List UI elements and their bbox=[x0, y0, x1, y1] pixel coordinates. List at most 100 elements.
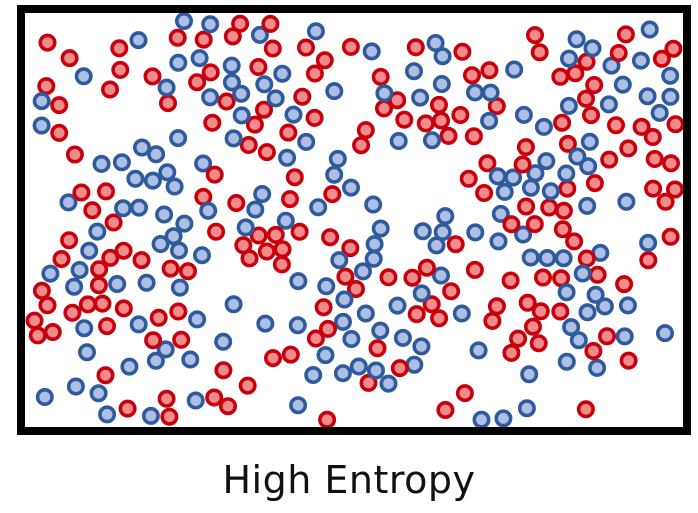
blue-particle bbox=[586, 285, 605, 304]
blue-particle bbox=[141, 406, 160, 425]
blue-particle bbox=[59, 193, 78, 212]
blue-particle bbox=[661, 66, 680, 85]
red-particle bbox=[305, 108, 324, 127]
red-particle bbox=[285, 168, 304, 187]
blue-particle bbox=[650, 103, 669, 122]
red-particle bbox=[50, 96, 69, 115]
red-particle bbox=[132, 251, 151, 270]
blue-particle bbox=[583, 39, 602, 58]
red-particle bbox=[558, 134, 577, 153]
red-particle bbox=[606, 116, 625, 135]
red-particle bbox=[554, 201, 573, 220]
blue-particle bbox=[155, 205, 174, 224]
blue-particle bbox=[427, 236, 446, 255]
red-particle bbox=[114, 241, 133, 260]
blue-particle bbox=[222, 56, 241, 75]
blue-particle bbox=[489, 232, 508, 251]
blue-particle bbox=[157, 78, 176, 97]
red-particle bbox=[25, 311, 44, 330]
blue-particle bbox=[505, 60, 524, 79]
red-particle bbox=[273, 240, 292, 259]
blue-particle bbox=[169, 53, 188, 72]
blue-particle bbox=[188, 310, 207, 329]
blue-particle bbox=[349, 357, 368, 376]
blue-particle bbox=[70, 260, 89, 279]
blue-particle bbox=[164, 227, 183, 246]
red-particle bbox=[96, 366, 115, 385]
red-particle bbox=[374, 99, 393, 118]
red-particle bbox=[231, 14, 250, 33]
blue-particle bbox=[422, 131, 441, 150]
red-particle bbox=[615, 275, 634, 294]
red-particle bbox=[245, 115, 264, 134]
blue-particle bbox=[488, 167, 507, 186]
red-particle bbox=[161, 259, 180, 278]
red-particle bbox=[553, 220, 572, 239]
red-particle bbox=[239, 136, 258, 155]
red-particle bbox=[379, 268, 398, 287]
blue-particle bbox=[562, 318, 581, 337]
red-particle bbox=[37, 77, 56, 96]
red-particle bbox=[436, 400, 455, 419]
red-particle bbox=[453, 42, 472, 61]
red-particle bbox=[264, 349, 283, 368]
blue-particle bbox=[289, 396, 308, 415]
red-particle bbox=[238, 376, 257, 395]
blue-particle bbox=[276, 211, 295, 230]
blue-particle bbox=[371, 321, 390, 340]
red-particle bbox=[600, 150, 619, 169]
red-particle bbox=[169, 302, 188, 321]
blue-particle bbox=[328, 149, 347, 168]
blue-particle bbox=[169, 129, 188, 148]
red-particle bbox=[395, 110, 414, 129]
red-particle bbox=[597, 327, 616, 346]
red-particle bbox=[60, 49, 79, 68]
red-particle bbox=[281, 345, 300, 364]
blue-particle bbox=[568, 147, 587, 166]
blue-particle bbox=[214, 332, 233, 351]
blue-particle bbox=[80, 241, 99, 260]
particle-container bbox=[17, 5, 691, 435]
blue-particle bbox=[412, 284, 431, 303]
red-particle bbox=[207, 222, 226, 241]
blue-particle bbox=[588, 358, 607, 377]
red-particle bbox=[652, 49, 671, 68]
blue-particle bbox=[186, 391, 205, 410]
red-particle bbox=[666, 115, 685, 134]
red-particle bbox=[585, 76, 604, 95]
blue-particle bbox=[193, 246, 212, 265]
blue-particle bbox=[284, 105, 303, 124]
red-particle bbox=[296, 38, 315, 57]
blue-particle bbox=[129, 315, 148, 334]
blue-particle bbox=[554, 249, 573, 268]
red-particle bbox=[501, 271, 520, 290]
red-particle bbox=[203, 113, 222, 132]
red-particle bbox=[83, 201, 102, 220]
red-particle bbox=[502, 343, 521, 362]
blue-particle bbox=[567, 30, 586, 49]
red-particle bbox=[323, 185, 342, 204]
red-particle bbox=[442, 282, 461, 301]
red-particle bbox=[249, 57, 268, 76]
red-particle bbox=[390, 359, 409, 378]
blue-particle bbox=[472, 410, 491, 429]
red-particle bbox=[459, 169, 478, 188]
blue-particle bbox=[156, 340, 175, 359]
blue-particle bbox=[364, 195, 383, 214]
blue-particle bbox=[175, 12, 194, 30]
blue-particle bbox=[481, 83, 500, 102]
red-particle bbox=[114, 299, 133, 318]
blue-particle bbox=[175, 214, 194, 233]
blue-particle bbox=[236, 218, 255, 237]
red-particle bbox=[553, 113, 572, 132]
red-particle bbox=[356, 121, 375, 140]
blue-particle bbox=[375, 84, 394, 103]
red-particle bbox=[89, 276, 108, 295]
blue-particle bbox=[32, 116, 51, 135]
blue-particle bbox=[342, 329, 361, 348]
blue-particle bbox=[32, 92, 51, 111]
red-particle bbox=[462, 66, 481, 85]
red-particle bbox=[168, 28, 187, 47]
red-particle bbox=[111, 60, 130, 79]
blue-particle bbox=[330, 251, 349, 270]
